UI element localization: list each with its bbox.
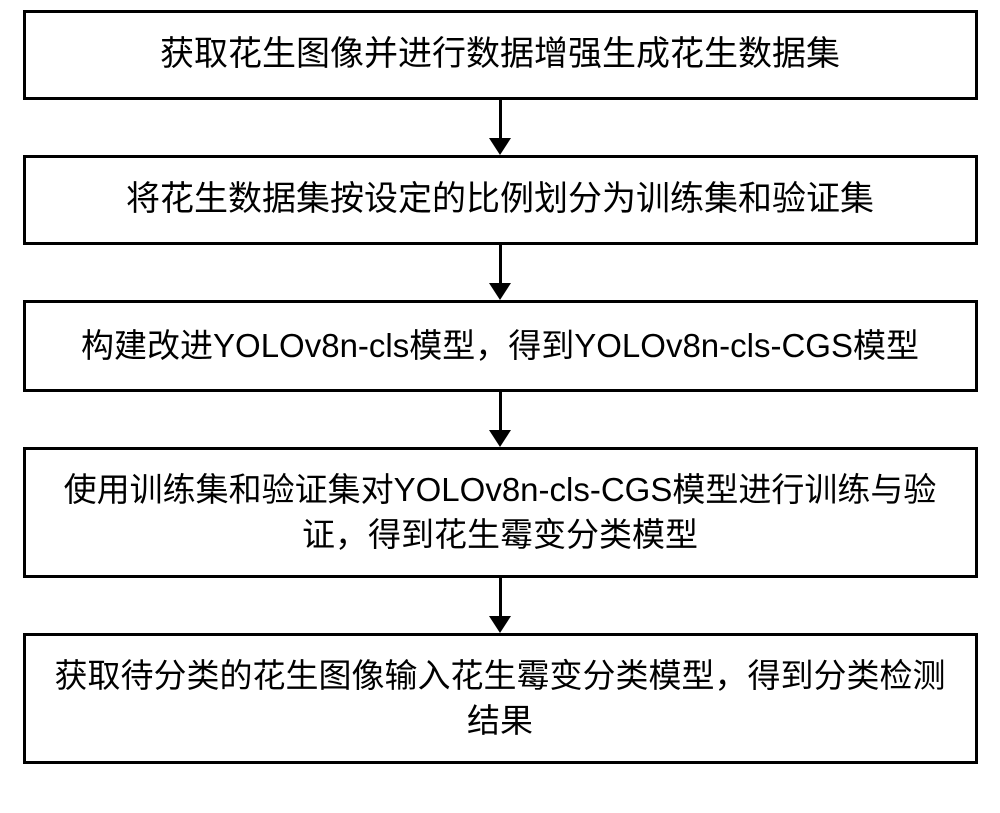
arrow-line-icon <box>499 578 502 616</box>
flowchart-step-4: 使用训练集和验证集对YOLOv8n-cls-CGS模型进行训练与验证，得到花生霉… <box>23 447 978 578</box>
flowchart-container: 获取花生图像并进行数据增强生成花生数据集 将花生数据集按设定的比例划分为训练集和… <box>20 10 980 764</box>
flowchart-step-5: 获取待分类的花生图像输入花生霉变分类模型，得到分类检测结果 <box>23 633 978 764</box>
flowchart-step-2: 将花生数据集按设定的比例划分为训练集和验证集 <box>23 155 978 245</box>
arrow-4 <box>489 578 511 633</box>
arrow-1 <box>489 100 511 155</box>
arrow-2 <box>489 245 511 300</box>
flowchart-step-1: 获取花生图像并进行数据增强生成花生数据集 <box>23 10 978 100</box>
arrow-head-icon <box>489 138 511 155</box>
arrow-line-icon <box>499 245 502 283</box>
arrow-head-icon <box>489 430 511 447</box>
arrow-line-icon <box>499 100 502 138</box>
step-label: 获取待分类的花生图像输入花生霉变分类模型，得到分类检测结果 <box>46 654 955 743</box>
step-label: 使用训练集和验证集对YOLOv8n-cls-CGS模型进行训练与验证，得到花生霉… <box>46 468 955 557</box>
arrow-head-icon <box>489 616 511 633</box>
arrow-3 <box>489 392 511 447</box>
step-label: 将花生数据集按设定的比例划分为训练集和验证集 <box>126 177 874 223</box>
arrow-head-icon <box>489 283 511 300</box>
arrow-line-icon <box>499 392 502 430</box>
step-label: 获取花生图像并进行数据增强生成花生数据集 <box>160 32 840 78</box>
step-label: 构建改进YOLOv8n-cls模型，得到YOLOv8n-cls-CGS模型 <box>81 324 919 369</box>
flowchart-step-3: 构建改进YOLOv8n-cls模型，得到YOLOv8n-cls-CGS模型 <box>23 300 978 392</box>
